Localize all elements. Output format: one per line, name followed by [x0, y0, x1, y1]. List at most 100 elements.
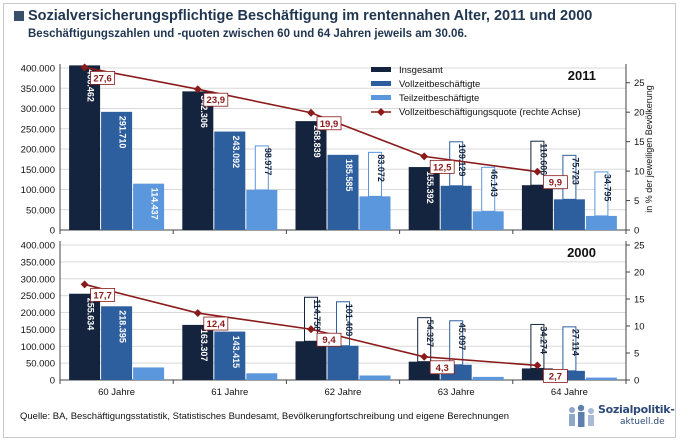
panel-2000-bar-value-label: 34.274: [538, 326, 548, 354]
panel-2011-y-right-tick: 10: [634, 167, 645, 178]
panel-2000-bar-Vollzeitbeschäftigte: [553, 370, 585, 380]
chart-subtitle: Beschäftigungszahlen und -quoten zwische…: [28, 28, 468, 40]
panel-2011-bar-value-label: 83.072: [376, 154, 386, 182]
panel-2000-quote-label-box: [429, 360, 455, 375]
panel-2000-bar-value-label: 255.634: [86, 298, 96, 331]
source-note: Quelle: BA, Beschäftigungsstatistik, Sta…: [20, 411, 510, 422]
legend-label-Insgesamt: Insgesamt: [399, 65, 443, 76]
panel-2011-bar-value-label: 185.585: [344, 159, 354, 192]
panel-2011-quote-label: 9,9: [549, 178, 562, 189]
panel-2000-quote-marker: [80, 280, 89, 289]
legend-swatch-quote-marker: [377, 108, 385, 116]
panel-2000-quote-label: 9,4: [322, 335, 336, 346]
panel-2011-quote-label: 23,9: [207, 95, 226, 106]
panel-2000-y-left-tick: 0: [50, 376, 55, 387]
panel-2000-y-right-tick: 0: [634, 376, 639, 387]
panel-2011-quote-marker: [80, 63, 89, 72]
panel-2011-y-left-tick: 350.000: [21, 84, 55, 95]
logo-text-main: Sozialpolitik-: [598, 403, 675, 416]
panel-2000-y-right-tick: 25: [634, 241, 645, 252]
panel-2000-quote-label-box: [90, 288, 115, 302]
panel-2000-bar-Teilzeitbeschäftigte: [359, 375, 391, 380]
panel-2011-y-left-tick: 100.000: [21, 185, 55, 196]
site-logo[interactable]: Sozialpolitik- aktuell.de: [566, 400, 675, 432]
legend-swatch-Vollzeitbeschäftigte: [371, 81, 391, 86]
panel-2000-bar-Insgesamt: [521, 368, 553, 380]
panel-2011-bar-label-box: [530, 140, 545, 186]
panel-2011-bar-Teilzeitbeschäftigte: [472, 211, 504, 230]
panel-2011-bar-value-label: 268.839: [312, 125, 322, 158]
panel-2011-quote-label-box: [429, 159, 455, 174]
panel-2000-bar-Teilzeitbeschäftigte: [133, 367, 165, 380]
title-row: Sozialversicherungspflichtige Beschäftig…: [14, 8, 592, 24]
panel-2011-quote-label-box: [316, 116, 342, 131]
panel-2000-y-right-tick: 15: [634, 295, 645, 306]
panel-2000-bar-Insgesamt: [69, 293, 101, 380]
panel-2000-bar-value-label: 54.327: [425, 320, 435, 348]
logo-text-sub: aktuell.de: [620, 417, 665, 427]
panel-2011-bar-value-label: 98.977: [263, 148, 273, 176]
panel-2000-y-left-tick: 300.000: [21, 274, 55, 285]
panel-2000-quote-marker: [533, 361, 542, 370]
panel-2000-y-left-tick: 50.000: [26, 359, 55, 370]
panel-2011-bar-value-label: 342.306: [199, 95, 209, 128]
panel-2011-bar-value-label: 109.129: [457, 144, 467, 177]
panel-2000-x-tick-label: 62 Jahre: [325, 387, 362, 398]
legend-label-quote: Vollzeitbeschäftigungsquote (rechte Achs…: [399, 107, 581, 118]
panel-2011-y-right-tick: 15: [634, 137, 645, 148]
panel-2011-quote-marker: [533, 167, 542, 176]
panel-2011-bar-Vollzeitbeschäftigte: [440, 185, 472, 230]
panel-2000-quote-label: 2,7: [549, 371, 562, 382]
people-icon: [569, 404, 594, 427]
panel-2000-bar-Insgesamt: [295, 341, 327, 380]
panel-2000-y-left-tick: 100.000: [21, 342, 55, 353]
panel-2011-year-title: 2011: [568, 68, 596, 83]
panel-2011-bar-Teilzeitbeschäftigte: [133, 183, 165, 230]
panel-2011-y-left-tick: 400.000: [21, 64, 55, 75]
panel-2000-bar-label-box: [449, 320, 464, 366]
panel-2011-quote-marker: [307, 108, 315, 117]
panel-2000-bar-value-label: 45.097: [457, 323, 467, 351]
panel-2011-quote-label: 27,6: [93, 73, 112, 84]
panel-2000-y-right-tick: 20: [634, 268, 645, 279]
panel-2011-bar-value-label: 46.143: [489, 169, 499, 197]
panel-2000-bar-label-box: [562, 326, 577, 372]
panel-2011-bar-Insgesamt: [295, 121, 327, 230]
panel-2000-quote-marker: [420, 352, 429, 361]
panel-2011-bar-value-label: 155.392: [425, 171, 435, 204]
panel-2000-y-right-tick: 10: [634, 322, 645, 333]
panel-2011-bar-Vollzeitbeschäftigte: [214, 131, 246, 230]
panel-2011-bar-value-label: 406.462: [86, 69, 96, 102]
panel-2000-quote-label: 4,3: [436, 363, 449, 374]
panel-2000-x-tick-label: 61 Jahre: [211, 387, 248, 398]
panel-2000-bar-Vollzeitbeschäftigte: [101, 306, 133, 380]
panel-2011-y-left-tick: 150.000: [21, 165, 55, 176]
panel-2000-quote-label-box: [203, 316, 229, 331]
legend-label-Teilzeitbeschäftigte: Teilzeitbeschäftigte: [399, 93, 479, 104]
legend-label-Vollzeitbeschäftigte: Vollzeitbeschäftigte: [399, 79, 480, 90]
panel-2011-y-left-tick: 200.000: [21, 145, 55, 156]
panel-2000-bar-Vollzeitbeschäftigte: [327, 345, 359, 380]
panel-2011-quote-label: 12,5: [433, 162, 452, 173]
panel-2011-bar-label-box: [594, 171, 609, 217]
panel-2000-quote-marker: [193, 309, 202, 317]
panel-2011-quote-marker: [420, 152, 429, 161]
panel-2000-y-right-tick: 5: [634, 349, 639, 360]
panel-2000-quote-label-box: [316, 332, 342, 347]
panel-2000-quote-marker: [307, 325, 315, 334]
panel-2011-bar-value-label: 291.710: [118, 116, 128, 149]
panel-2011-y-right-label: in % der jeweiligen Bevölkerung: [644, 85, 654, 213]
panel-2000-y-left-tick: 200.000: [21, 308, 55, 319]
panel-2011-bar-label-box: [481, 166, 496, 212]
legend-swatch-Insgesamt: [371, 67, 391, 72]
panel-2000-quote-label-box: [543, 369, 568, 383]
panel-2000-bar-label-box: [417, 317, 432, 363]
panel-2000-bar-value-label: 143.415: [231, 336, 241, 369]
panel-2011-bar-Teilzeitbeschäftigte: [246, 189, 278, 230]
panel-2000-bar-Teilzeitbeschäftigte: [585, 377, 617, 380]
panel-2011-bar-value-label: 110.606: [538, 143, 548, 175]
panel-2000-bar-Teilzeitbeschäftigte: [246, 373, 278, 380]
panel-2011-bar-Vollzeitbeschäftigte: [327, 154, 359, 230]
panel-2000-y-left-tick: 400.000: [21, 241, 55, 252]
